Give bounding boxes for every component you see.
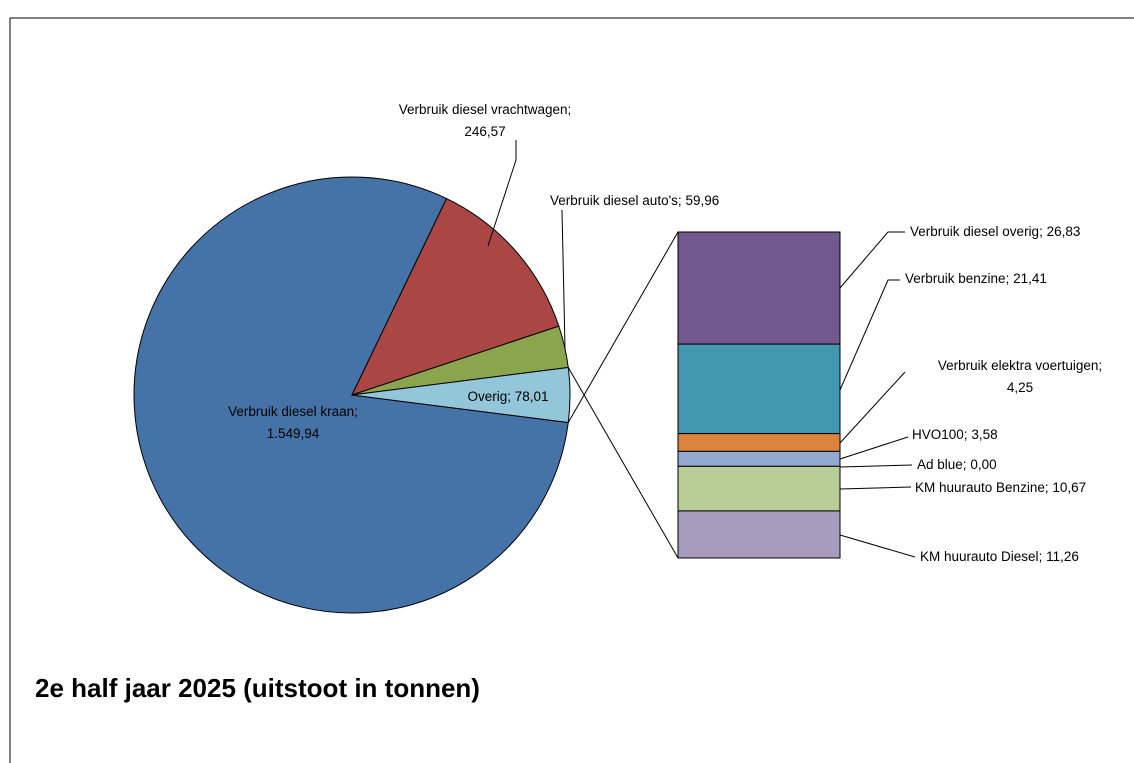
connector-line	[567, 231, 679, 423]
label-category: Verbruik diesel auto's	[550, 193, 678, 208]
label-value: 246,57	[464, 124, 505, 139]
bar-segment	[677, 433, 841, 452]
leader-line	[839, 534, 916, 558]
label-value: 21,41	[1013, 271, 1047, 286]
leader-line	[839, 486, 912, 490]
label-separator: ;	[1006, 271, 1010, 286]
label-value: 3,58	[971, 427, 997, 442]
label-value: 11,26	[1046, 549, 1079, 564]
bar-segment	[677, 231, 841, 345]
data-label: Verbruik diesel vrachtwagen; 246,57	[399, 102, 572, 139]
label-category: KM huurauto Diesel	[920, 549, 1039, 564]
leader-line	[839, 279, 900, 391]
label-value: 59,96	[685, 193, 719, 208]
bar-segment	[677, 450, 841, 467]
label-value: 78,01	[515, 389, 549, 404]
data-label: Verbruik diesel kraan; 1.549,94	[228, 404, 358, 441]
label-value: 4,25	[1007, 380, 1033, 395]
connector-line	[567, 367, 679, 559]
label-separator: ;	[354, 404, 358, 419]
chart-title: 2e half jaar 2025 (uitstoot in tonnen)	[35, 673, 480, 703]
label-separator: ;	[1039, 224, 1043, 239]
data-label: Ad blue; 0,00	[917, 457, 997, 472]
label-value: 26,83	[1047, 224, 1081, 239]
label-separator: ;	[568, 102, 572, 117]
label-value: 0,00	[970, 457, 996, 472]
label-category: Verbruik elektra voertuigen	[938, 358, 1099, 373]
label-category: Overig	[467, 389, 507, 404]
leader-line	[839, 371, 906, 444]
label-separator: ;	[678, 193, 682, 208]
label-category: Verbruik diesel vrachtwagen	[399, 102, 568, 117]
label-separator: ;	[964, 427, 968, 442]
leader-line	[561, 209, 566, 349]
label-separator: ;	[963, 457, 967, 472]
data-label: KM huurauto Diesel; 11,26	[920, 549, 1079, 564]
label-value: 10,67	[1052, 480, 1086, 495]
bar-segment	[677, 343, 841, 435]
label-separator: ;	[507, 389, 511, 404]
data-label: HVO100; 3,58	[912, 427, 998, 442]
label-separator: ;	[1045, 480, 1049, 495]
data-label: Overig; 78,01	[467, 389, 548, 404]
label-value: 1.549,94	[267, 426, 320, 441]
pie-slice	[351, 197, 560, 396]
data-label: Verbruik benzine; 21,41	[905, 271, 1047, 286]
leader-line	[487, 140, 517, 247]
data-label: Verbruik diesel overig; 26,83	[910, 224, 1080, 239]
leader-line	[839, 231, 905, 289]
leader-line	[839, 464, 913, 468]
data-label: KM huurauto Benzine; 10,67	[915, 480, 1086, 495]
data-label: Verbruik diesel auto's; 59,96	[550, 193, 719, 208]
data-label: Verbruik elektra voertuigen; 4,25	[938, 358, 1102, 395]
label-category: Verbruik diesel kraan	[228, 404, 354, 419]
label-separator: ;	[1098, 358, 1102, 373]
pie-slice	[133, 176, 569, 614]
label-category: KM huurauto Benzine	[915, 480, 1045, 495]
label-separator: ;	[1039, 549, 1043, 564]
label-category: Verbruik benzine	[905, 271, 1006, 286]
bar-segment	[677, 510, 841, 559]
label-category: Ad blue	[917, 457, 963, 472]
leader-line	[839, 436, 909, 460]
label-category: HVO100	[912, 427, 964, 442]
bar-segment	[677, 465, 841, 512]
label-category: Verbruik diesel overig	[910, 224, 1039, 239]
